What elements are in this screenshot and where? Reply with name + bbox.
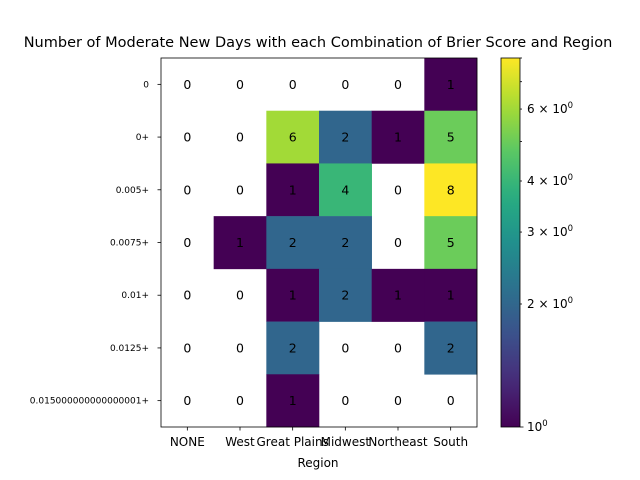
heatmap-cell — [213, 216, 267, 270]
x-tick-label: Midwest — [321, 435, 371, 449]
cell-value-label: 2 — [341, 130, 349, 145]
heatmap-cell — [266, 321, 320, 375]
heatmap-cells — [213, 58, 478, 428]
heatmap-cell — [266, 163, 320, 217]
cell-value-label: 0 — [183, 340, 191, 355]
heatmap-cell — [266, 268, 320, 322]
cell-value-label: 0 — [183, 235, 191, 250]
cell-value-label: 1 — [447, 77, 455, 92]
colorbar-tick-label: 6 × 100 — [527, 101, 573, 116]
cell-value-label: 5 — [447, 130, 455, 145]
cell-value-label: 0 — [236, 130, 244, 145]
heatmap-cell — [424, 268, 478, 322]
cell-value-label: 0 — [394, 340, 402, 355]
cell-value-label: 1 — [394, 130, 402, 145]
cell-value-label: 0 — [183, 393, 191, 408]
colorbar-tick-label: 3 × 100 — [527, 224, 573, 239]
cell-value-label: 1 — [289, 182, 297, 197]
y-axis-ticks: 0 0+ 0.005+ 0.0075+ 0.01+ 0.0125+ 0.0150000000… — [30, 80, 161, 407]
cell-value-label: 2 — [447, 340, 455, 355]
cell-value-label: 2 — [289, 340, 297, 355]
x-axis-label: Region — [297, 456, 338, 470]
heatmap-cell — [319, 268, 372, 322]
heatmap-cell — [424, 216, 478, 270]
colorbar-gradient — [500, 57, 521, 428]
heatmap-cell — [266, 374, 320, 428]
cell-value-label: 0 — [183, 288, 191, 303]
cell-value-label: 2 — [341, 288, 349, 303]
heatmap-cell — [424, 110, 478, 164]
y-tick-label: 0.005+ — [116, 186, 149, 196]
cell-value-label: 0 — [236, 288, 244, 303]
heatmap-cell — [266, 216, 320, 270]
heatmap-cell — [371, 268, 425, 322]
colorbar-tick-label: 4 × 100 — [527, 173, 573, 188]
cell-value-label: 0 — [236, 340, 244, 355]
cell-value-label: 0 — [289, 77, 297, 92]
cell-value-labels: 0 0 0 0 0 1 0 0 6 2 1 5 0 0 1 4 0 8 0 1 2 2 0 5 0 0 1 2 1 1 0 0 2 0 0 2 0 0 1 0… — [183, 77, 454, 408]
cell-value-label: 0 — [447, 393, 455, 408]
cell-value-label: 1 — [236, 235, 244, 250]
cell-value-label: 6 — [289, 130, 297, 145]
x-tick-label: Northeast — [368, 435, 428, 449]
cell-value-label: 0 — [394, 182, 402, 197]
cell-value-label: 0 — [341, 77, 349, 92]
cell-value-label: 1 — [394, 288, 402, 303]
cell-value-label: 0 — [341, 393, 349, 408]
heatmap-cell — [319, 163, 372, 217]
cell-value-label: 0 — [183, 77, 191, 92]
cell-value-label: 2 — [341, 235, 349, 250]
y-tick-label: 0.0125+ — [110, 344, 149, 354]
heatmap-cell — [266, 110, 320, 164]
colorbar-tick-label: 2 × 100 — [527, 296, 573, 311]
y-tick-label: 0+ — [136, 133, 149, 143]
heatmap-cell — [319, 216, 372, 270]
y-tick-label: 0.01+ — [121, 291, 149, 301]
cell-value-label: 0 — [236, 77, 244, 92]
heatmap-cell — [424, 321, 478, 375]
x-tick-label: West — [225, 435, 255, 449]
cell-value-label: 2 — [289, 235, 297, 250]
cell-value-label: 1 — [289, 393, 297, 408]
chart-title: Number of Moderate New Days with each Co… — [24, 35, 613, 51]
heatmap-cell — [371, 110, 425, 164]
cell-value-label: 0 — [236, 393, 244, 408]
cell-value-label: 0 — [394, 393, 402, 408]
cell-value-label: 0 — [341, 340, 349, 355]
heatmap-cell — [319, 110, 372, 164]
cell-value-label: 1 — [289, 288, 297, 303]
x-tick-label: Great Plains — [256, 435, 328, 449]
cell-value-label: 4 — [341, 182, 349, 197]
x-tick-label: South — [433, 435, 468, 449]
y-tick-label: 0 — [143, 80, 149, 90]
heatmap-cell — [424, 163, 478, 217]
cell-value-label: 8 — [447, 182, 455, 197]
y-tick-label: 0.0075+ — [110, 239, 149, 249]
cell-value-label: 5 — [447, 235, 455, 250]
cell-value-label: 0 — [183, 130, 191, 145]
y-tick-label: 0.015000000000000001+ — [30, 397, 149, 407]
cell-value-label: 0 — [394, 235, 402, 250]
cell-value-label: 0 — [183, 182, 191, 197]
x-tick-label: NONE — [170, 435, 205, 449]
cell-value-label: 1 — [447, 288, 455, 303]
cell-value-label: 0 — [236, 182, 244, 197]
cell-value-label: 0 — [394, 77, 402, 92]
heatmap-cell — [424, 58, 478, 112]
